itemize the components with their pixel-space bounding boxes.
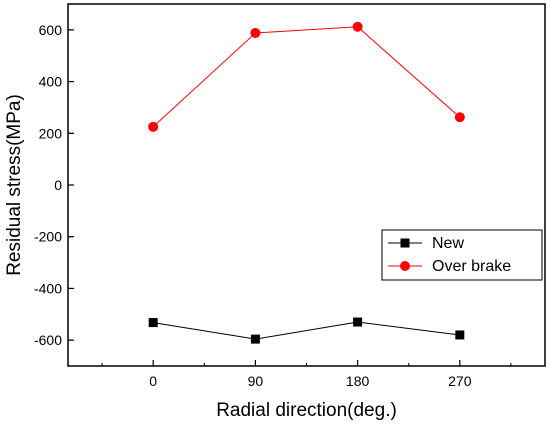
legend-marker-new — [400, 238, 410, 248]
axis-ticks: 600 400 200 0 -200 -400 -600 0 90 180 270 — [34, 22, 512, 389]
y-tick-label: 0 — [54, 177, 62, 193]
y-tick-label: 600 — [39, 22, 63, 38]
data-point-over-brake — [454, 112, 465, 123]
legend-label-new: New — [432, 235, 464, 252]
series-layer — [148, 21, 465, 344]
data-point-new — [353, 317, 363, 327]
series-new — [148, 317, 465, 344]
x-tick-label: 180 — [346, 373, 370, 389]
data-point-new — [455, 330, 465, 340]
x-tick-label: 0 — [149, 373, 157, 389]
series-line-over-brake — [152, 26, 461, 128]
y-axis-title: Residual stress(MPa) — [4, 94, 25, 276]
x-axis-title: Radial direction(deg.) — [216, 400, 397, 421]
legend-box — [381, 229, 543, 281]
y-tick-label: 200 — [39, 125, 63, 141]
data-point-over-brake — [352, 21, 363, 32]
series-line-new — [153, 321, 460, 340]
data-point-new — [148, 318, 158, 328]
x-tick-label: 270 — [448, 373, 472, 389]
legend: New Over brake — [381, 229, 543, 281]
series-over-brake — [148, 21, 465, 132]
legend-label-over-brake: Over brake — [432, 258, 511, 275]
data-point-new — [250, 334, 260, 344]
plot-frame — [67, 3, 546, 367]
data-point-over-brake — [148, 121, 159, 132]
y-tick-label: -200 — [34, 229, 62, 245]
y-tick-label: -600 — [34, 332, 62, 348]
x-tick-label: 90 — [248, 373, 264, 389]
data-point-over-brake — [250, 27, 261, 38]
legend-marker-over-brake — [400, 261, 410, 271]
y-tick-label: -400 — [34, 280, 62, 296]
y-tick-label: 400 — [39, 74, 63, 90]
